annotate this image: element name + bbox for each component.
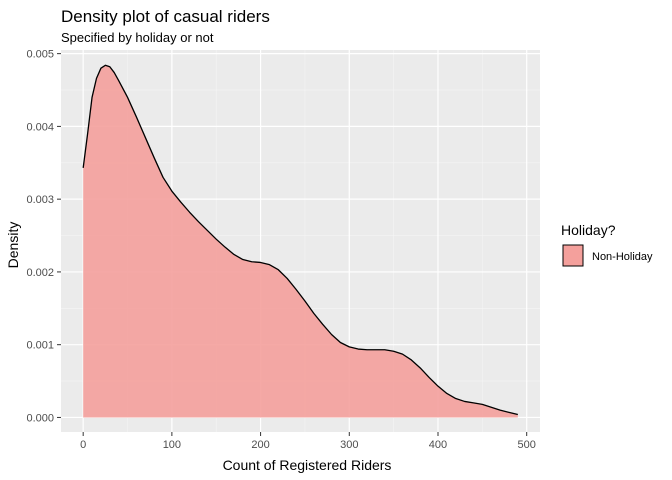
chart-title: Density plot of casual riders xyxy=(61,7,270,26)
legend-key-non-holiday xyxy=(562,244,584,267)
y-tick-label: 0.004 xyxy=(26,121,54,133)
density-series xyxy=(82,64,518,418)
x-axis-label: Count of Registered Riders xyxy=(223,457,392,473)
y-axis: 0.000 0.001 0.002 0.003 0.004 0.005 xyxy=(26,49,61,424)
y-tick-label: 0.002 xyxy=(26,267,54,279)
legend: Holiday? Non-Holiday xyxy=(561,222,653,267)
x-tick-label: 0 xyxy=(80,439,86,451)
y-axis-label: Density xyxy=(5,222,21,269)
x-tick-label: 100 xyxy=(163,439,181,451)
legend-label-non-holiday: Non-Holiday xyxy=(592,251,653,263)
chart-subtitle: Specified by holiday or not xyxy=(61,30,214,45)
density-line-non-holiday xyxy=(82,64,518,416)
legend-title: Holiday? xyxy=(561,222,616,238)
x-axis: 0 100 200 300 400 500 xyxy=(80,432,536,451)
x-tick-label: 500 xyxy=(518,439,536,451)
density-area-non-holiday xyxy=(83,65,518,418)
x-tick-label: 200 xyxy=(251,439,269,451)
x-tick-label: 400 xyxy=(429,439,447,451)
y-tick-label: 0.005 xyxy=(26,49,54,61)
y-tick-label: 0.003 xyxy=(26,194,54,206)
y-tick-label: 0.000 xyxy=(26,412,54,424)
x-tick-label: 300 xyxy=(340,439,358,451)
y-tick-label: 0.001 xyxy=(26,340,54,352)
